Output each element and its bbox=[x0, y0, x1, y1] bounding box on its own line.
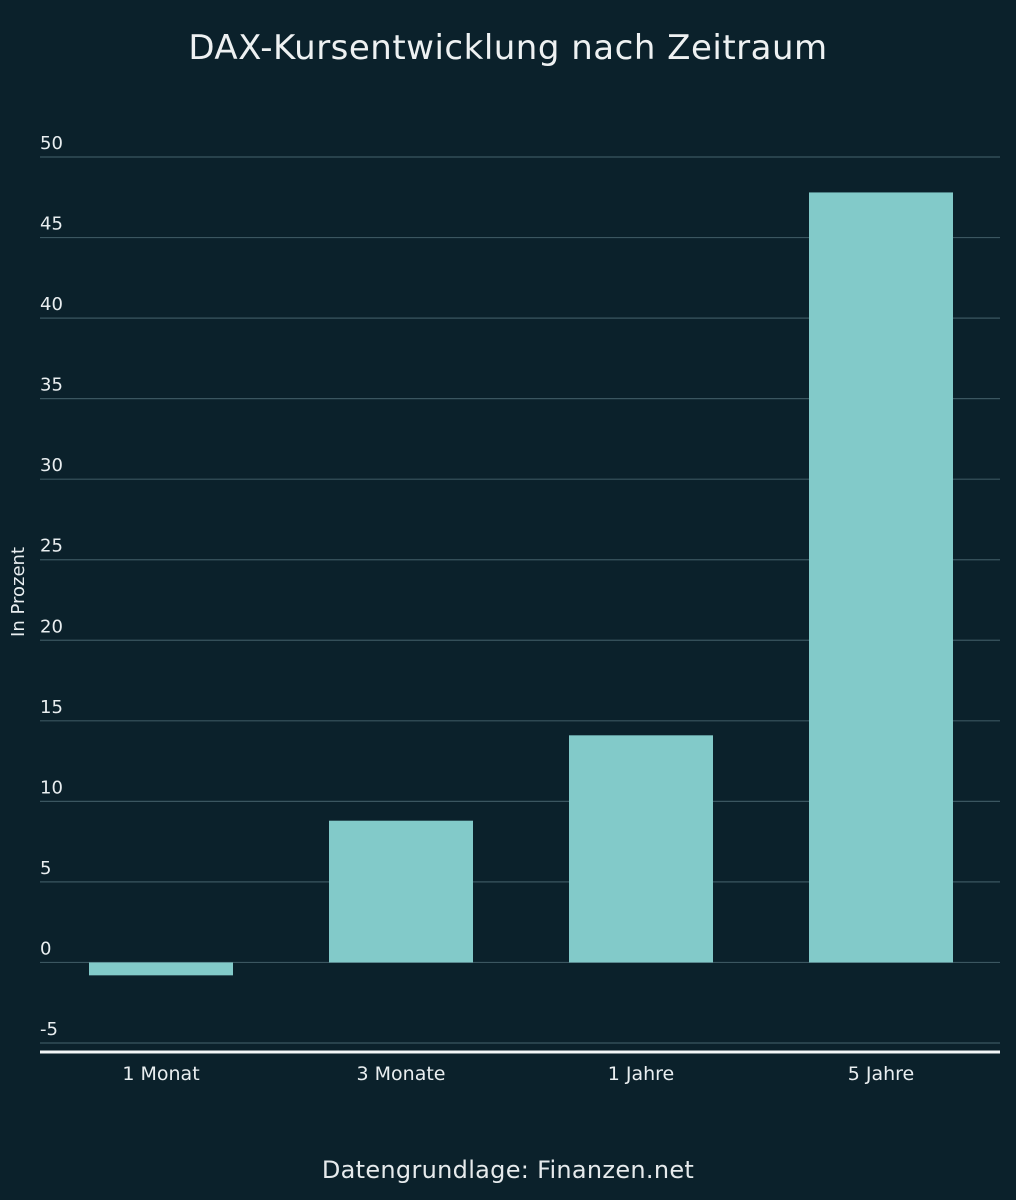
bar-5-jahre bbox=[809, 192, 953, 963]
y-tick-label: 20 bbox=[40, 616, 63, 637]
y-tick-label: 30 bbox=[40, 455, 63, 476]
y-tick-label: 15 bbox=[40, 697, 63, 718]
y-tick-label: 35 bbox=[40, 375, 63, 396]
bar-1-monat bbox=[89, 962, 233, 976]
bar-1-jahre bbox=[569, 735, 713, 963]
y-tick-label: 5 bbox=[40, 858, 51, 879]
bars bbox=[89, 192, 953, 976]
bar-3-monate bbox=[329, 820, 473, 963]
y-tick-label: 25 bbox=[40, 536, 63, 557]
axes: 1 Monat 3 Monate 1 Jahre 5 Jahre bbox=[40, 1050, 1000, 1085]
y-tick-label: 10 bbox=[40, 777, 63, 798]
y-tick-label: 0 bbox=[40, 938, 51, 959]
chart-title: DAX-Kursentwicklung nach Zeitraum bbox=[188, 28, 828, 68]
y-axis-label: In Prozent bbox=[8, 547, 29, 637]
x-tick-label: 1 Jahre bbox=[608, 1063, 675, 1085]
y-tick-label: -5 bbox=[40, 1019, 58, 1040]
x-tick-label: 3 Monate bbox=[357, 1063, 446, 1085]
x-tick-label: 5 Jahre bbox=[848, 1063, 915, 1085]
y-tick-label: 40 bbox=[40, 294, 63, 315]
x-tick-label: 1 Monat bbox=[122, 1063, 199, 1085]
source-note: Datengrundlage: Finanzen.net bbox=[321, 1156, 695, 1184]
y-tick-label: 50 bbox=[40, 133, 63, 154]
y-tick-label: 45 bbox=[40, 214, 63, 235]
